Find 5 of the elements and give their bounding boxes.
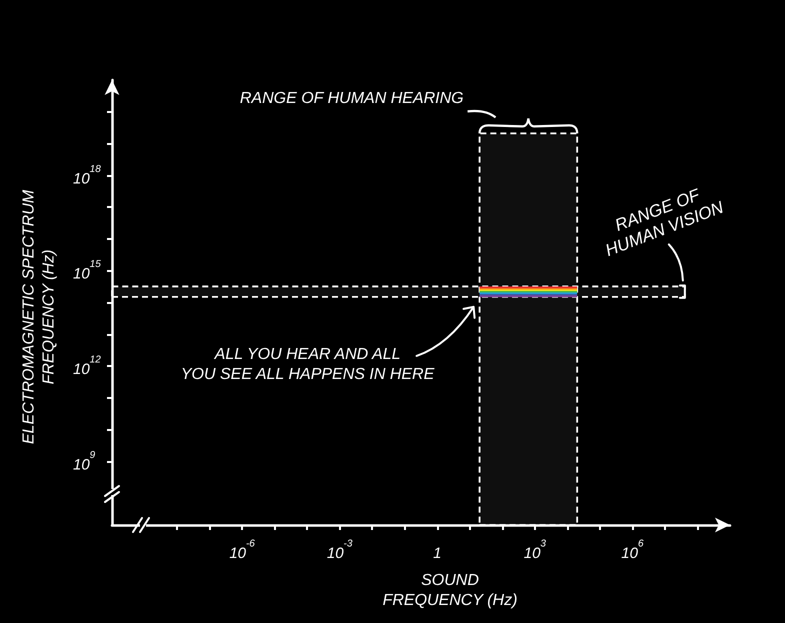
annotation: ALL YOU HEAR AND ALL YOU SEE ALL HAPPENS IN HERE [180,344,436,385]
band-label: RANGE OF HUMAN HEARING [240,89,464,110]
x-axis-title: SOUND FREQUENCY (Hz) [382,571,518,611]
y-axis-title: ELECTROMAGNETIC SPECTRUM FREQUENCY (Hz) [19,188,58,446]
x-tick-label: 1 [433,545,442,562]
